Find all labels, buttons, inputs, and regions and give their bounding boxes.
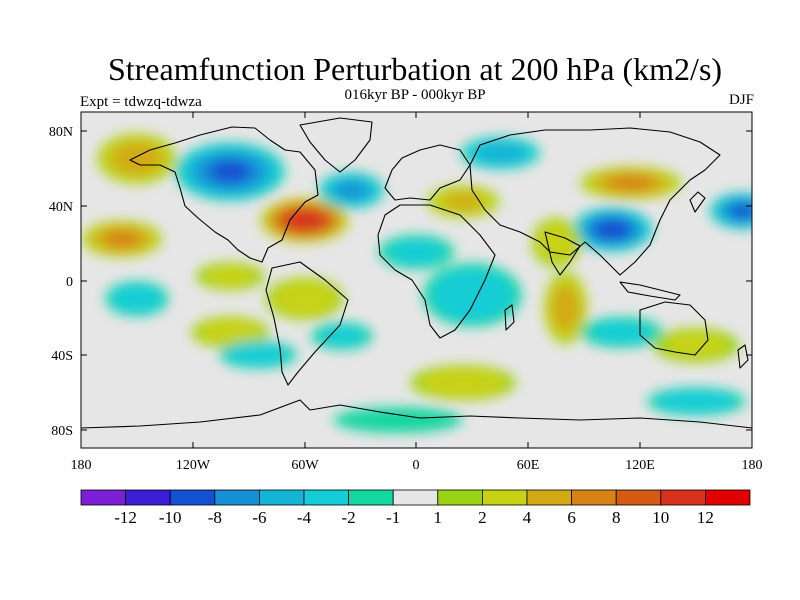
colorbar-swatch [481,489,528,506]
lon-tick-label: 180 [742,458,763,473]
coastline-antarctica [81,399,752,429]
anomaly-contour [664,332,728,359]
coastline-india [544,231,581,276]
colorbar-label: -12 [114,508,137,527]
anomaly-contour [474,142,527,164]
colorbar-swatch [125,489,171,506]
anomaly-contour [285,210,325,231]
lon-tick-label: 120E [625,458,655,473]
anomaly-contour [110,284,164,314]
colorbar-label: 6 [567,508,576,527]
coastline-indonesia [619,281,681,301]
coastline-japan [689,191,706,213]
experiment-label: Expt = tdwzq-tdwza [80,94,202,110]
axis-ticks [80,112,753,448]
colorbar-label: 2 [478,508,487,527]
colorbar-swatch [348,489,394,506]
colorbar-swatch [615,489,662,506]
anomaly-contour [592,218,632,241]
anomaly-contour [198,319,263,346]
colorbar-swatch [169,489,216,506]
colorbar-swatch [303,489,349,506]
colorbar [80,489,751,506]
colorbar-label: 10 [652,508,669,527]
anomaly-contour [272,281,337,317]
colorbar-swatch [660,489,706,506]
colorbar-swatch [571,489,617,506]
colorbar-labels: -12 -10 -8 -6 -4 -2 -1 1 2 4 6 8 10 12 [114,508,714,527]
anomaly-contour [431,268,514,322]
anomaly-contour [336,182,366,199]
coastline-asia [469,127,721,276]
chart-title: Streamfunction Perturbation at 200 hPa (… [107,51,723,87]
colorbar-label: 1 [434,508,443,527]
coastline-north-america [129,126,319,263]
lat-tick-label: 80S [51,424,73,439]
colorbar-label: -2 [342,508,356,527]
anomaly-contour [388,239,445,265]
lat-tick-label: 40N [49,200,73,215]
colorbar-swatch [258,489,305,506]
anomaly-contour [111,142,163,176]
anomaly-contour [333,407,463,433]
anomaly-contour [591,320,652,344]
colorbar-swatch [526,489,572,506]
colorbar-label: -1 [386,508,400,527]
lon-tick-label: 0 [413,458,420,473]
lon-tick-label: 120W [176,458,211,473]
lon-tick-label: 60W [291,458,319,473]
anomaly-contour [226,342,291,367]
lon-tick-label: 60E [517,458,540,473]
coastline-south-america [265,261,349,386]
map-plot-area [81,112,752,448]
coastline-australia [639,301,709,356]
anomaly-contour [608,175,654,191]
lat-tick-label: 0 [66,275,73,290]
coastline-africa [377,204,496,339]
coastline-madagascar [504,304,515,331]
anomaly-contour [551,284,580,332]
colorbar-swatch [392,489,439,506]
colorbar-label: -8 [208,508,222,527]
colorbar-swatch [214,489,260,506]
coastline-new-zealand [737,344,749,369]
colorbar-label: -4 [297,508,312,527]
anomaly-contour [730,203,752,218]
colorbar-label: 12 [697,508,714,527]
chart-subtitle: 016kyr BP - 000kyr BP [344,87,486,103]
anomaly-contour [209,160,251,183]
lat-tick-label: 40S [51,349,73,364]
anomaly-contour [204,266,256,287]
anomaly-contour [419,368,507,398]
season-label: DJF [728,92,754,108]
anomaly-contour [319,325,365,347]
coastlines [81,117,752,429]
colorbar-swatch [80,489,126,506]
colorbar-label: 4 [523,508,532,527]
anomaly-contour [535,222,577,264]
anomaly-contour [104,230,140,247]
colorbar-swatch [437,489,483,506]
anomaly-contour [444,193,483,211]
coastline-greenland [299,117,373,173]
colorbar-label: -6 [252,508,266,527]
lon-tick-label: 180 [71,458,92,473]
lat-tick-label: 80N [49,125,73,140]
colorbar-label: -10 [159,508,182,527]
colorbar-swatch [705,489,751,506]
colorbar-label: 8 [612,508,621,527]
perturbation-field [82,133,752,433]
anomaly-contour [655,389,737,414]
